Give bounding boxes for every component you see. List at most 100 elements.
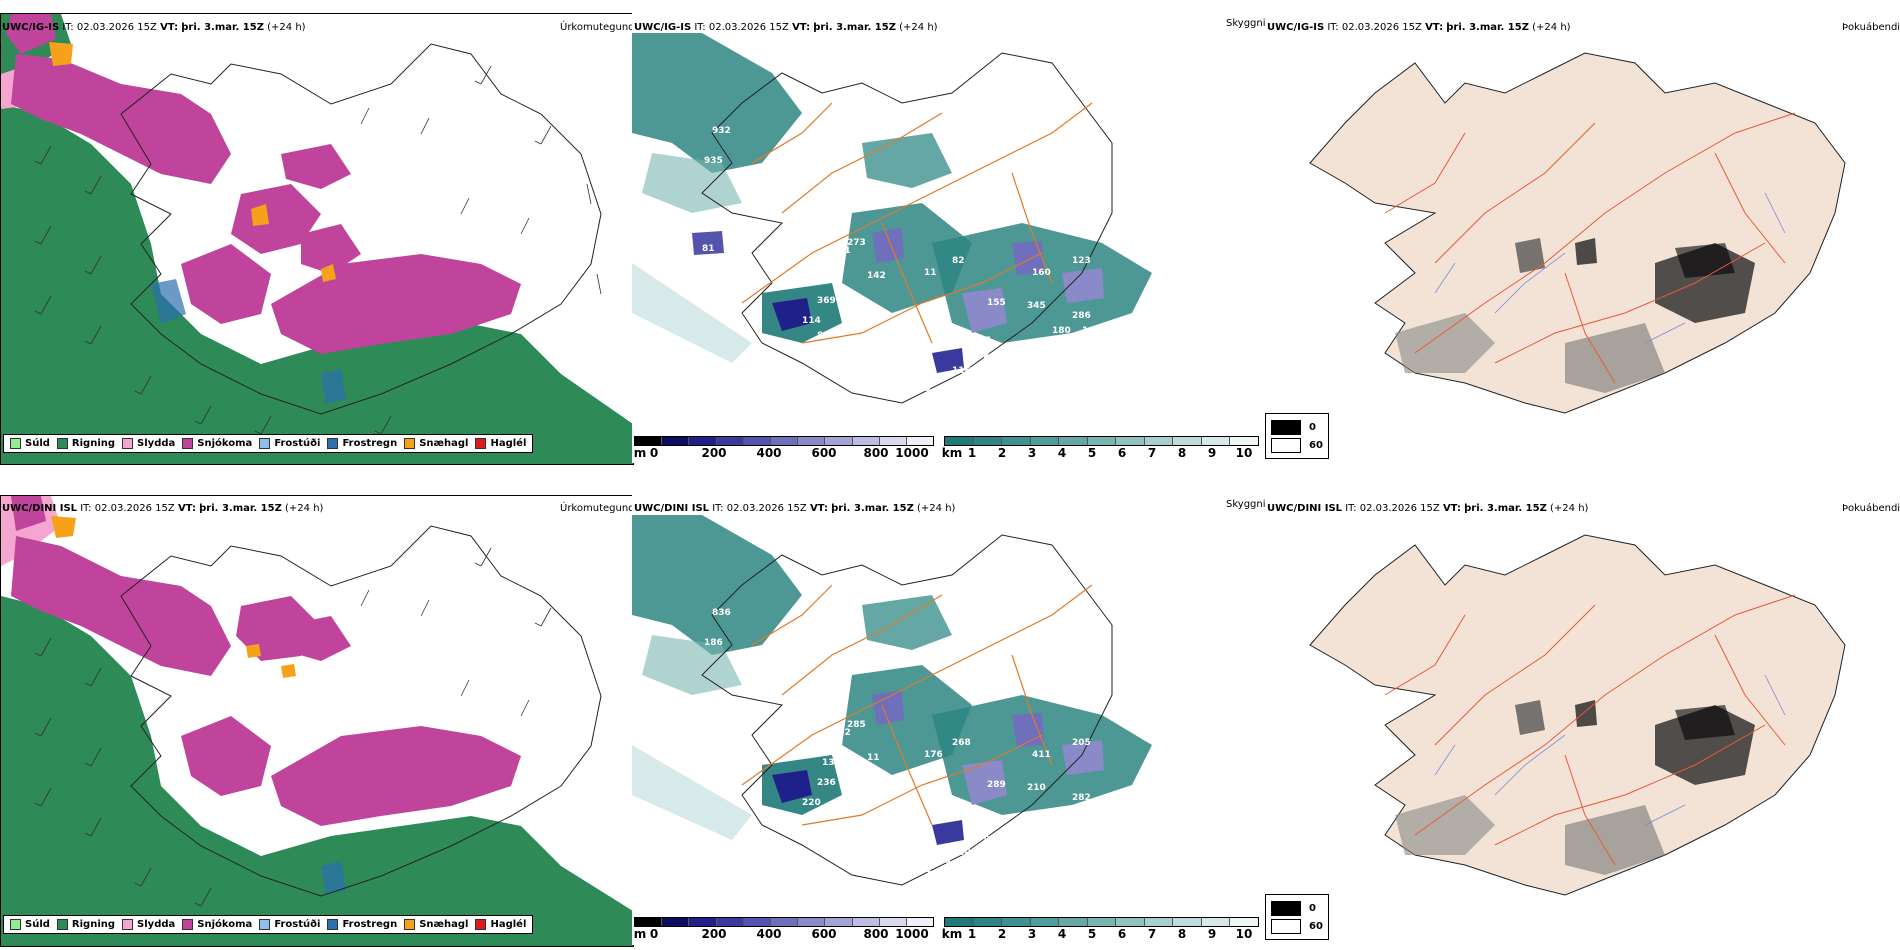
cloud-base-label: 285 [847,720,866,730]
cloud-base-label: 16 [977,833,990,843]
legend-swatch [182,919,194,930]
legend-swatch [10,438,21,449]
cloud-base-label: 160 [1032,268,1051,278]
legend-label: Súld [25,438,50,449]
vis-colorbar-cell [1059,918,1088,926]
vis-colorbar-2: km 1 2 3 4 5 6 7 8 9 10 [942,917,1259,941]
legend-swatch [182,438,194,449]
vis-colorbar-ticks: km 1 2 3 4 5 6 7 8 9 10 [942,446,1259,460]
height-colorbar-cell [635,437,663,445]
vis-tick: 1 [967,446,977,460]
legend-item-5: Frostregn [327,919,397,930]
fog-legend-2: 0 60 [1265,894,1329,940]
cloud-base-label: 704 [902,346,921,356]
it-value: 02.03.2026 15Z [726,503,807,514]
fog-legend-swatch [1271,419,1301,435]
vis-colorbar-cell [1230,437,1259,445]
height-colorbar-cell [662,437,690,445]
height-colorbar-cell [716,437,744,445]
vis-colorbar-cell [973,437,1003,445]
fog-header-2: UWC/DINI ISL IT: 02.03.2026 15Z VT: þri.… [1267,503,1588,514]
legend-swatch [259,438,271,449]
it-label: IT: [694,22,706,33]
cloud-base-label: 226 [1027,346,1046,356]
model-name: UWC/DINI ISL [2,503,78,514]
cloud-base-label: 52 [992,376,1005,386]
legend-item-3: Snjókoma [182,919,252,930]
cloud-base-label: 273 [847,238,866,248]
height-tick: 1000 [895,446,929,460]
vis-colorbar-cell [1087,437,1117,445]
legend-item-7: Haglél [475,919,526,930]
vis-colorbar-cell [945,918,974,926]
vis-colorbar-cell [1087,918,1117,926]
height-colorbar-cell [825,437,853,445]
fog-legend-row: 0 [1271,418,1323,436]
height-tick: 800 [863,927,889,941]
cloud-base-label: 227 [972,336,991,346]
height-colorbar-cell [716,918,744,926]
vis-tick: 1 [967,927,977,941]
cloud-base-label: 316 [842,306,861,316]
cloud-base-label: 247 [842,788,861,798]
it-label: IT: [1327,22,1339,33]
fog-legend-swatch [1271,918,1301,934]
cloud-base-label: 221 [822,276,841,286]
it-value: 02.03.2026 15Z [76,22,157,33]
it-label: IT: [62,22,74,33]
cloud-base-label: 142 [867,271,886,281]
vis-colorbar-cell [1173,437,1202,445]
fog-title-2: Þokuábendi [1842,503,1900,514]
cloud-base-label: 286 [1072,311,1091,321]
fog-legend-swatch [1271,900,1301,916]
it-value: 02.03.2026 15Z [708,22,789,33]
vt-label: VT: [1442,503,1461,514]
cloud-base-label: 11 [867,753,880,763]
vis-tick: 9 [1207,446,1217,460]
vis-colorbar-cell [1030,918,1060,926]
cloud-base-label: 211 [1082,808,1101,818]
vt-label: VT: [1425,22,1444,33]
vt-label: VT: [160,22,179,33]
fog-header-1: UWC/IG-IS IT: 02.03.2026 15Z VT: þri. 3.… [1267,22,1571,33]
cloud-base-label: 935 [704,156,723,166]
vt-label: VT: [177,503,196,514]
height-colorbar-cell [825,918,853,926]
it-label: IT: [1345,503,1357,514]
legend-item-0: Súld [10,438,50,449]
precip-map-panel-1 [0,13,634,465]
cloud-base-label: 542 [902,828,921,838]
height-colorbar-cell [635,918,663,926]
vt-value: þri. 3.mar. 15Z [1446,22,1529,33]
cloud-base-label: 268 [952,738,971,748]
precip-map-2 [1,496,633,946]
cloud-base-label: 89 [817,331,830,341]
vt-value: þri. 3.mar. 15Z [813,22,896,33]
cloud-base-label: 236 [817,778,836,788]
vis-tick: 4 [1057,446,1067,460]
height-colorbar-cell [798,437,826,445]
vis-tick: 4 [1057,927,1067,941]
height-colorbar-ticks: m 0 200 400 600 800 1000 [634,446,934,460]
vt-value: þri. 3.mar. 15Z [181,22,264,33]
legend-label: Slydda [137,919,176,930]
vis-tick: 6 [1117,927,1127,941]
fog-legend-label: 60 [1309,439,1323,451]
height-tick: 400 [756,446,782,460]
legend-label: Snæhagl [419,438,469,449]
cloud-base-label: 411 [1032,750,1051,760]
cloud-base-label: 81 [702,244,715,254]
model-name: UWC/DINI ISL [1267,503,1343,514]
fog-map-2 [1309,534,1846,896]
height-colorbar-cell [689,437,717,445]
height-colorbar-cell [852,437,880,445]
vis-colorbar-cells [944,436,1259,446]
cloud-map-panel-1: 932 935 216 81 531 273 221 142 11 82 160 123 369 316 3… [632,13,1264,463]
cloud-base-label: 181 [962,401,981,411]
legend-item-4: Frostúði [259,919,320,930]
legend-item-5: Frostregn [327,438,397,449]
it-value: 02.03.2026 15Z [1341,22,1422,33]
cloud-base-label: 133 [822,758,841,768]
height-tick: 600 [811,446,837,460]
vis-tick: 8 [1177,446,1187,460]
